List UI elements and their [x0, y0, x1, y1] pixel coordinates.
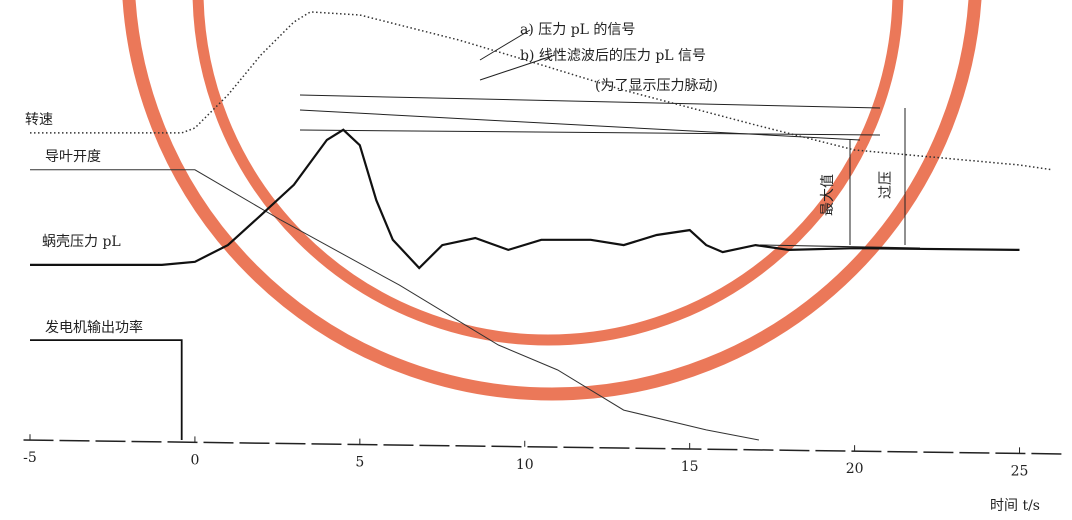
annotation: b) 线性滤波后的压力 pL 信号	[520, 48, 706, 64]
series-line	[30, 130, 1020, 268]
chart: a) 压力 pL 的信号 b) 线性滤波后的压力 pL 信号 (为了显示压力脉动…	[0, 0, 1072, 520]
series-label: 导叶开度	[45, 149, 101, 165]
x-axis-label: 时间 t/s	[990, 498, 1040, 514]
x-tick-label: 25	[1011, 463, 1029, 479]
series-label: 蜗壳压力 pL	[42, 233, 121, 250]
x-tick-label: 20	[846, 461, 864, 477]
series-label: 转速	[25, 112, 53, 128]
x-tick-label: 15	[681, 459, 699, 475]
series-line	[30, 340, 182, 440]
x-axis	[24, 440, 1065, 454]
annotation: (为了显示压力脉动)	[595, 78, 718, 94]
ref-line	[300, 95, 880, 108]
x-tick-label: 0	[190, 452, 199, 468]
x-tick-label: -5	[23, 450, 37, 466]
annotation: a) 压力 pL 的信号	[520, 22, 635, 38]
annotation: 最大值	[820, 174, 836, 216]
annotation: 过压	[878, 171, 894, 199]
x-tick-label: 5	[355, 455, 364, 471]
x-tick-label: 10	[516, 457, 534, 473]
ref-line	[300, 110, 860, 140]
series-label: 发电机输出功率	[45, 319, 143, 336]
